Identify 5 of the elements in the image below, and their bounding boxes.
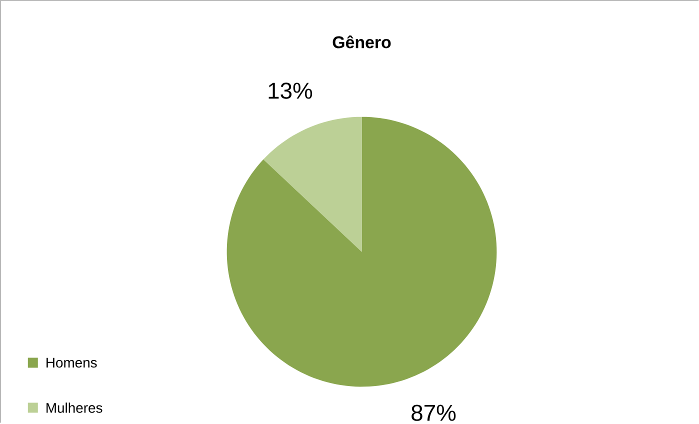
data-label: 87% xyxy=(412,404,456,421)
legend-label: Homens xyxy=(46,358,97,368)
chart-title: Gênero xyxy=(332,35,391,48)
legend-label: Mulheres xyxy=(46,402,102,413)
data-label: 13% xyxy=(268,82,312,99)
